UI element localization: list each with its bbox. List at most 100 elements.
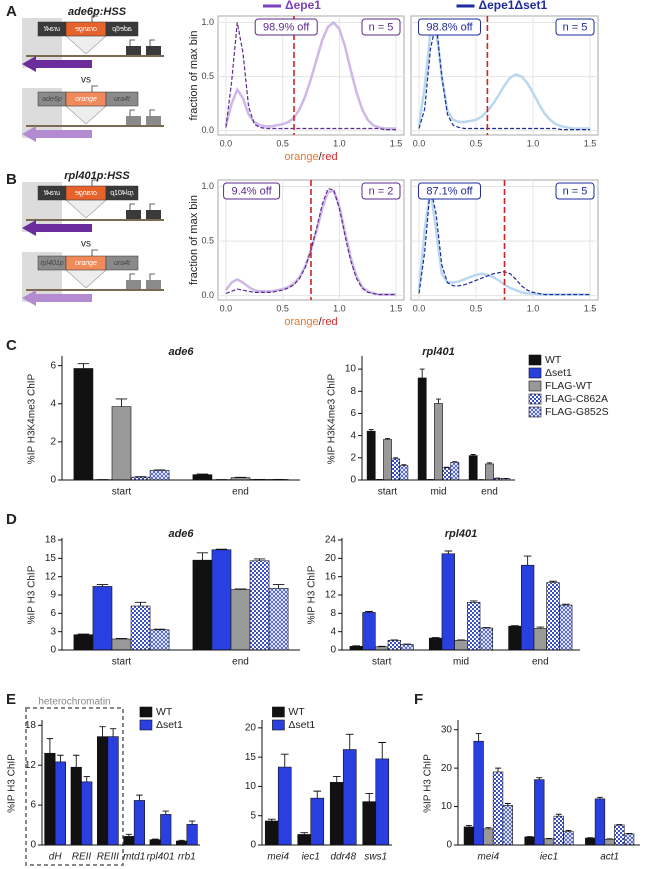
y-tick-label: 0.5 xyxy=(201,235,214,245)
bar xyxy=(73,634,94,651)
chart-title: Δepe1 xyxy=(285,0,321,12)
bar xyxy=(211,549,232,651)
bar xyxy=(70,766,82,846)
x-tick-label: end xyxy=(232,487,249,498)
error-bar xyxy=(96,584,109,587)
bar xyxy=(463,826,475,846)
error-bar xyxy=(475,733,482,742)
error-bar xyxy=(196,552,209,561)
error-bar xyxy=(188,820,196,825)
construct-label: rpl401p xyxy=(110,190,133,197)
x-tick-label: sws1 xyxy=(364,852,387,863)
y-tick-label: 0.0 xyxy=(201,290,214,300)
construct-label: orange xyxy=(75,260,97,267)
bar xyxy=(454,640,468,651)
legend-swatch xyxy=(528,380,542,392)
bar xyxy=(230,589,251,651)
y-tick-label: 1.0 xyxy=(201,17,214,27)
bar xyxy=(249,560,270,651)
legend-label: WT xyxy=(156,706,173,718)
reference-curve xyxy=(224,20,397,130)
panel-label: E xyxy=(6,691,16,708)
bar xyxy=(450,461,460,481)
bar xyxy=(192,474,213,481)
y-tick-label: 30 xyxy=(441,724,453,735)
error-bar xyxy=(452,461,458,463)
bar xyxy=(264,820,279,846)
construct-block xyxy=(105,255,139,271)
x-axis-label-part: red xyxy=(322,316,338,328)
annotation-box xyxy=(223,182,281,200)
x-tick-label: REIII xyxy=(97,852,119,863)
y-axis-label: fraction of max bin xyxy=(188,31,200,121)
bar xyxy=(508,625,522,651)
y-tick-label: 6 xyxy=(50,608,56,619)
y-tick-label: 10 xyxy=(441,801,453,812)
bar xyxy=(543,838,555,846)
legend-label: Δset1 xyxy=(156,719,183,731)
x-tick-label: ddr48 xyxy=(330,852,356,863)
bar xyxy=(428,637,443,651)
legend-swatch xyxy=(272,719,285,731)
panel-label: A xyxy=(6,3,17,20)
y-tick-label: 24 xyxy=(325,535,337,546)
annotation: 98.8% off xyxy=(426,21,473,33)
y-tick-label: 3 xyxy=(50,626,56,637)
reference-curve xyxy=(417,25,591,130)
y-tick-label: 9 xyxy=(50,590,56,601)
legend-label: WT xyxy=(288,706,305,718)
insert-triangle xyxy=(65,199,107,219)
bar xyxy=(479,627,494,651)
schematic-title: rpl401p:HSS xyxy=(64,170,130,182)
x-tick-label: 0.0 xyxy=(220,303,233,313)
error-bar xyxy=(466,824,472,827)
x-tick-label: 1.0 xyxy=(527,303,540,313)
bar xyxy=(399,465,409,481)
gene xyxy=(126,46,141,55)
panel-label: B xyxy=(6,171,17,188)
y-axis-label: %IP H3 ChIP xyxy=(27,565,38,624)
bar xyxy=(44,752,56,846)
error-bar xyxy=(253,558,266,561)
y-tick-label: 12 xyxy=(45,571,57,582)
error-bar xyxy=(215,548,228,550)
y-tick-label: 15 xyxy=(45,553,57,564)
x-tick-label: mtd1 xyxy=(123,852,145,863)
x-tick-label: mid xyxy=(430,487,446,498)
y-tick-label: 0 xyxy=(50,645,56,656)
bar xyxy=(149,470,170,481)
y-tick-label: 0 xyxy=(446,840,452,851)
bar xyxy=(524,836,535,846)
error-bar xyxy=(136,794,143,801)
x-tick-label: REII xyxy=(72,852,92,863)
error-bar xyxy=(536,777,543,780)
error-bar xyxy=(561,603,570,606)
error-bar xyxy=(77,363,90,369)
bar xyxy=(492,771,504,846)
y-tick-label: 20 xyxy=(245,722,257,733)
bar xyxy=(349,646,363,651)
construct-label: rpl401p xyxy=(40,260,63,267)
x-tick-label: 0.0 xyxy=(413,138,426,148)
x-tick-label: rpl401 xyxy=(147,852,175,863)
bar xyxy=(192,559,213,651)
x-tick-label: start xyxy=(372,657,392,668)
y-tick-label: 16 xyxy=(325,571,337,582)
error-bar xyxy=(109,728,117,737)
chart-title: ade6 xyxy=(168,528,194,540)
y-tick-label: 0.0 xyxy=(201,125,214,135)
y-tick-label: 6 xyxy=(50,360,56,371)
bar xyxy=(623,833,635,846)
x-tick-label: rrb1 xyxy=(178,852,196,863)
x-tick-label: 0.5 xyxy=(276,138,289,148)
bar xyxy=(546,582,560,651)
bar xyxy=(520,564,535,651)
y-tick-label: 10 xyxy=(345,364,357,375)
group-box-label: heterochromatin xyxy=(38,697,110,708)
bar xyxy=(585,837,596,846)
x-tick-label: 0.5 xyxy=(470,138,483,148)
chart-title: Δepe1Δset1 xyxy=(479,0,548,12)
panel-label: F xyxy=(414,691,423,708)
bar xyxy=(176,840,188,846)
